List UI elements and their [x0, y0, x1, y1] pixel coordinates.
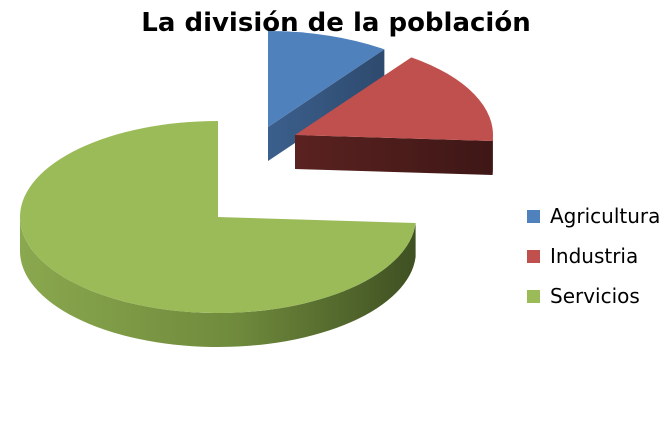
slice-agricultura [268, 31, 385, 162]
legend: Agricultura Industria Servicios [527, 196, 660, 316]
slice-agricultura-end-wall [268, 49, 385, 162]
legend-item-servicios: Servicios [527, 276, 660, 316]
legend-swatch-servicios [527, 289, 540, 303]
legend-label-industria: Industria [550, 244, 639, 268]
chart-title: La división de la población [141, 8, 531, 38]
slice-industria-end-wall [295, 135, 493, 176]
legend-item-agricultura: Agricultura [527, 196, 660, 236]
legend-swatch-industria [527, 249, 540, 263]
legend-item-industria: Industria [527, 236, 660, 276]
legend-label-servicios: Servicios [550, 284, 640, 308]
slice-industria [295, 57, 493, 176]
slice-agricultura-top [268, 31, 385, 127]
slice-servicios [19, 121, 416, 347]
legend-label-agricultura: Agricultura [550, 204, 661, 228]
slice-industria-top [295, 57, 493, 142]
slice-servicios-front-wall [20, 217, 416, 347]
slice-servicios-top [19, 121, 416, 313]
legend-swatch-agricultura [527, 209, 540, 223]
